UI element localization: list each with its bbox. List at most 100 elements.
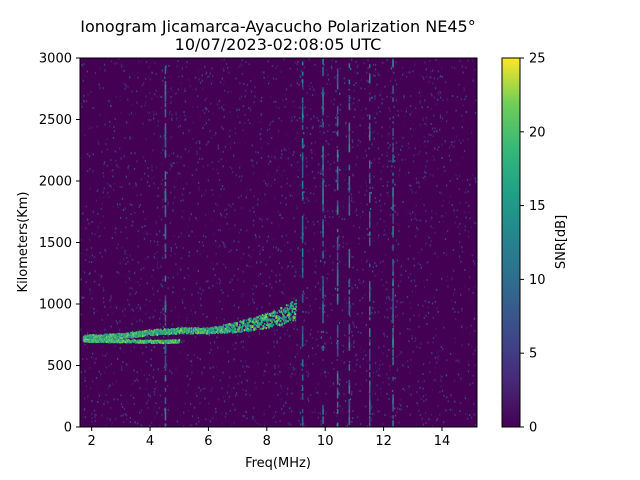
heatmap-noise-cell: [88, 273, 90, 275]
heatmap-noise-cell: [261, 247, 263, 250]
heatmap-noise-cell: [345, 425, 347, 427]
heatmap-noise-cell: [429, 361, 431, 364]
heatmap-noise-cell: [98, 394, 100, 397]
heatmap-noise-cell: [184, 90, 186, 92]
heatmap-noise-cell: [411, 191, 414, 194]
heatmap-noise-cell: [389, 126, 391, 128]
heatmap-noise-cell: [396, 222, 399, 225]
heatmap-noise-cell: [421, 248, 423, 251]
heatmap-noise-cell: [375, 63, 377, 66]
heatmap-noise-cell: [280, 250, 282, 252]
heatmap-noise-cell: [305, 187, 307, 190]
heatmap-noise-cell: [107, 364, 110, 367]
heatmap-interference-cell: [336, 167, 339, 173]
heatmap-noise-cell: [284, 308, 286, 311]
heatmap-noise-cell: [170, 247, 172, 249]
heatmap-noise-cell: [189, 288, 192, 291]
heatmap-noise-cell: [116, 247, 118, 250]
heatmap-noise-cell: [96, 125, 98, 128]
heatmap-noise-cell: [263, 76, 265, 79]
heatmap-trace-cell: [284, 321, 286, 324]
heatmap-noise-cell: [141, 84, 144, 87]
heatmap-noise-cell: [431, 127, 434, 130]
heatmap-noise-cell: [105, 250, 107, 253]
heatmap-noise-cell: [192, 121, 194, 124]
heatmap-noise-cell: [149, 316, 151, 319]
heatmap-noise-cell: [160, 311, 162, 314]
heatmap-trace-cell: [222, 325, 224, 328]
heatmap-noise-cell: [242, 252, 245, 255]
heatmap-noise-cell: [420, 397, 422, 400]
heatmap-noise-cell: [222, 241, 224, 244]
heatmap-noise-cell: [277, 393, 279, 396]
heatmap-noise-cell: [144, 225, 146, 227]
heatmap-noise-cell: [284, 286, 286, 289]
heatmap-noise-cell: [296, 353, 298, 356]
heatmap-noise-cell: [156, 240, 159, 243]
heatmap-trace-cell: [274, 317, 277, 320]
heatmap-noise-cell: [88, 155, 91, 158]
heatmap-noise-cell: [386, 354, 388, 357]
heatmap-noise-cell: [343, 322, 345, 325]
heatmap-noise-cell: [417, 262, 419, 265]
heatmap-noise-cell: [91, 400, 93, 402]
heatmap-noise-cell: [372, 186, 374, 189]
heatmap-noise-cell: [334, 130, 336, 133]
heatmap-noise-cell: [352, 410, 354, 412]
heatmap-noise-cell: [386, 392, 388, 395]
heatmap-noise-cell: [167, 202, 169, 205]
heatmap-interference-cell: [164, 425, 167, 427]
heatmap-noise-cell: [205, 122, 207, 125]
heatmap-noise-cell: [410, 127, 412, 130]
heatmap-noise-cell: [461, 326, 463, 329]
heatmap-noise-cell: [434, 372, 436, 375]
heatmap-interference-cell: [369, 317, 371, 321]
heatmap-noise-cell: [157, 120, 159, 123]
heatmap-noise-cell: [411, 135, 413, 138]
heatmap-noise-cell: [327, 222, 330, 225]
heatmap-noise-cell: [157, 261, 159, 264]
heatmap-noise-cell: [414, 106, 417, 109]
heatmap-noise-cell: [197, 69, 199, 72]
heatmap-trace-cell: [291, 311, 294, 313]
heatmap-noise-cell: [130, 394, 132, 397]
heatmap-noise-cell: [176, 118, 178, 121]
heatmap-noise-cell: [223, 80, 225, 83]
heatmap-noise-cell: [306, 370, 308, 373]
heatmap-noise-cell: [279, 213, 282, 216]
heatmap-noise-cell: [441, 375, 443, 378]
heatmap-noise-cell: [159, 314, 162, 317]
heatmap-noise-cell: [237, 332, 239, 335]
heatmap-trace-cell: [153, 330, 155, 333]
heatmap-trace-cell: [294, 308, 297, 310]
heatmap-noise-cell: [183, 340, 185, 343]
heatmap-noise-cell: [356, 416, 359, 418]
heatmap-noise-cell: [398, 169, 401, 172]
heatmap-noise-cell: [84, 380, 86, 382]
heatmap-noise-cell: [122, 310, 124, 313]
heatmap-noise-cell: [197, 95, 199, 98]
heatmap-noise-cell: [120, 394, 122, 397]
heatmap-noise-cell: [307, 397, 309, 400]
heatmap-interference-cell: [322, 71, 324, 77]
heatmap-noise-cell: [374, 392, 377, 395]
heatmap-noise-cell: [290, 248, 292, 251]
heatmap-noise-cell: [101, 274, 103, 277]
heatmap-noise-cell: [241, 381, 243, 384]
heatmap-noise-cell: [140, 268, 142, 271]
heatmap-noise-cell: [141, 226, 143, 228]
heatmap-noise-cell: [301, 368, 303, 371]
heatmap-interference-cell: [164, 130, 167, 137]
heatmap-noise-cell: [223, 318, 225, 321]
heatmap-noise-cell: [464, 268, 466, 271]
heatmap-interference-cell: [301, 165, 304, 171]
heatmap-noise-cell: [294, 230, 296, 233]
heatmap-noise-cell: [215, 407, 217, 410]
heatmap-noise-cell: [137, 304, 139, 306]
heatmap-noise-cell: [183, 277, 186, 279]
heatmap-noise-cell: [173, 235, 175, 238]
heatmap-trace-cell: [294, 313, 297, 316]
heatmap-noise-cell: [147, 393, 150, 396]
heatmap-noise-cell: [229, 129, 231, 132]
heatmap-noise-cell: [432, 174, 434, 177]
